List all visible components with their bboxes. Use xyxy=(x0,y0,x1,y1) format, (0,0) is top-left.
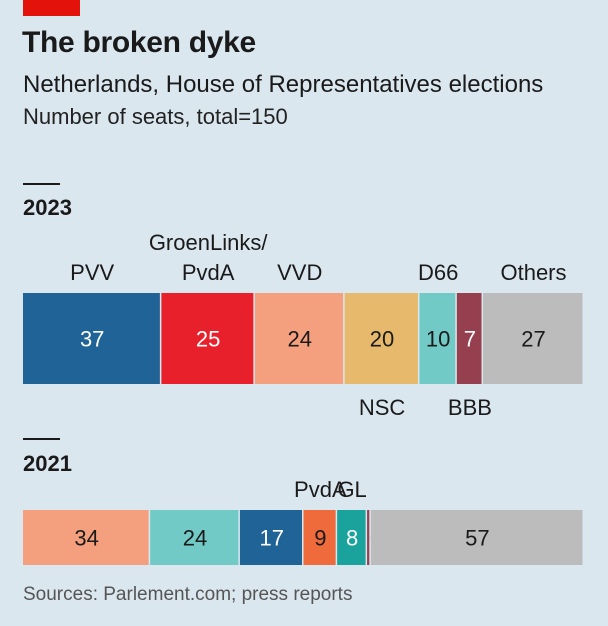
party-label-2023-pvv: PVV xyxy=(70,260,114,285)
value-label-2021-pvda: 9 xyxy=(314,526,326,551)
bar-segment-2021-bbb xyxy=(367,510,370,565)
party-label-2023-groenlinks-pvda: GroenLinks/ xyxy=(149,230,269,255)
value-label-2023-pvv: 37 xyxy=(80,327,104,352)
value-label-2021-pvv: 17 xyxy=(259,526,283,551)
value-label-2021-gl: 8 xyxy=(346,526,358,551)
bar-segment-2021-others xyxy=(370,510,583,565)
source-note: Sources: Parlement.com; press reports xyxy=(23,584,353,605)
chart-title: The broken dyke xyxy=(22,26,256,59)
section-rule-2023 xyxy=(23,183,60,185)
value-label-2023-d66: 10 xyxy=(426,327,450,352)
section-rule-2021 xyxy=(23,438,60,440)
value-label-2023-vvd: 24 xyxy=(288,327,312,352)
bar-segment-2021-d66 xyxy=(150,510,239,565)
party-label-2023-vvd: VVD xyxy=(277,260,322,285)
value-label-2023-groenlinks-pvda: 25 xyxy=(196,327,220,352)
bar-segment-2021-pvv xyxy=(239,510,302,565)
bar-segment-2023-vvd xyxy=(254,293,344,384)
party-label-2023-nsc: NSC xyxy=(359,395,406,420)
bar-segment-2021-gl xyxy=(337,510,366,565)
party-label-2021-gl: GL xyxy=(337,477,366,502)
chart-subtitle: Netherlands, House of Representatives el… xyxy=(23,71,544,98)
party-label-2023-bbb: BBB xyxy=(448,395,492,420)
bar-segment-2021-pvda xyxy=(303,510,336,565)
party-label-2023-groenlinks-pvda: PvdA xyxy=(182,260,235,285)
year-label-2023: 2023 xyxy=(23,195,72,220)
bar-segment-2023-d66 xyxy=(419,293,456,384)
chart-unit-note: Number of seats, total=150 xyxy=(23,104,288,129)
value-label-2023-bbb: 7 xyxy=(464,327,476,352)
party-label-2023-others: Others xyxy=(500,260,566,285)
bar-segment-2023-pvv xyxy=(23,293,160,384)
bar-segment-2023-groenlinks-pvda xyxy=(161,293,254,384)
bar-segment-2023-nsc xyxy=(344,293,418,384)
value-label-2023-others: 27 xyxy=(521,327,545,352)
bar-segment-2023-others xyxy=(483,293,583,384)
party-label-2023-d66: D66 xyxy=(418,260,458,285)
value-label-2021-d66: 24 xyxy=(183,526,207,551)
value-label-2021-vvd: 34 xyxy=(74,526,98,551)
brand-accent-bar xyxy=(23,0,80,16)
bar-segment-2021-vvd xyxy=(23,510,149,565)
value-label-2023-nsc: 20 xyxy=(370,327,394,352)
year-label-2021: 2021 xyxy=(23,451,72,476)
bar-segment-2023-bbb xyxy=(456,293,482,384)
party-label-2021-pvda: PvdA xyxy=(294,477,347,502)
value-label-2021-others: 57 xyxy=(465,526,489,551)
